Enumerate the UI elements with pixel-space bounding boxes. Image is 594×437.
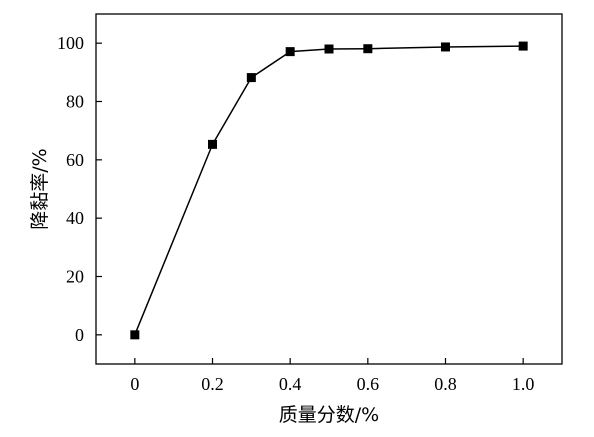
data-point-marker	[246, 73, 256, 83]
x-axis-title: 质量分数/%	[279, 404, 379, 426]
x-tick-label: 0.4	[279, 374, 302, 394]
series-layer	[130, 41, 528, 340]
data-point-marker	[518, 41, 528, 51]
x-tick-label: 0.8	[434, 374, 457, 394]
data-point-marker	[285, 47, 295, 57]
y-tick-label: 0	[75, 325, 84, 345]
x-tick-label: 1.0	[512, 374, 535, 394]
y-tick-label: 40	[66, 208, 84, 228]
series-line	[134, 45, 524, 336]
x-tick-label: 0.2	[201, 374, 224, 394]
data-point-marker	[363, 44, 373, 54]
data-point-marker	[130, 330, 140, 340]
y-tick-label: 80	[66, 92, 84, 112]
y-axis-ticks: 0 20 40 60 80 100	[57, 33, 102, 345]
x-tick-label: 0	[130, 374, 139, 394]
data-point-marker	[441, 42, 450, 52]
y-axis-title: 降黏率/%	[29, 148, 51, 229]
y-tick-label: 20	[66, 267, 84, 287]
x-tick-label: 0.6	[357, 374, 380, 394]
data-point-marker	[324, 44, 334, 54]
data-point-marker	[208, 139, 217, 149]
y-tick-label: 60	[66, 150, 84, 170]
plot-frame	[95, 13, 563, 365]
y-tick-label: 100	[57, 33, 84, 53]
x-axis-ticks: 0 0.2 0.4 0.6 0.8 1.0	[130, 358, 534, 394]
